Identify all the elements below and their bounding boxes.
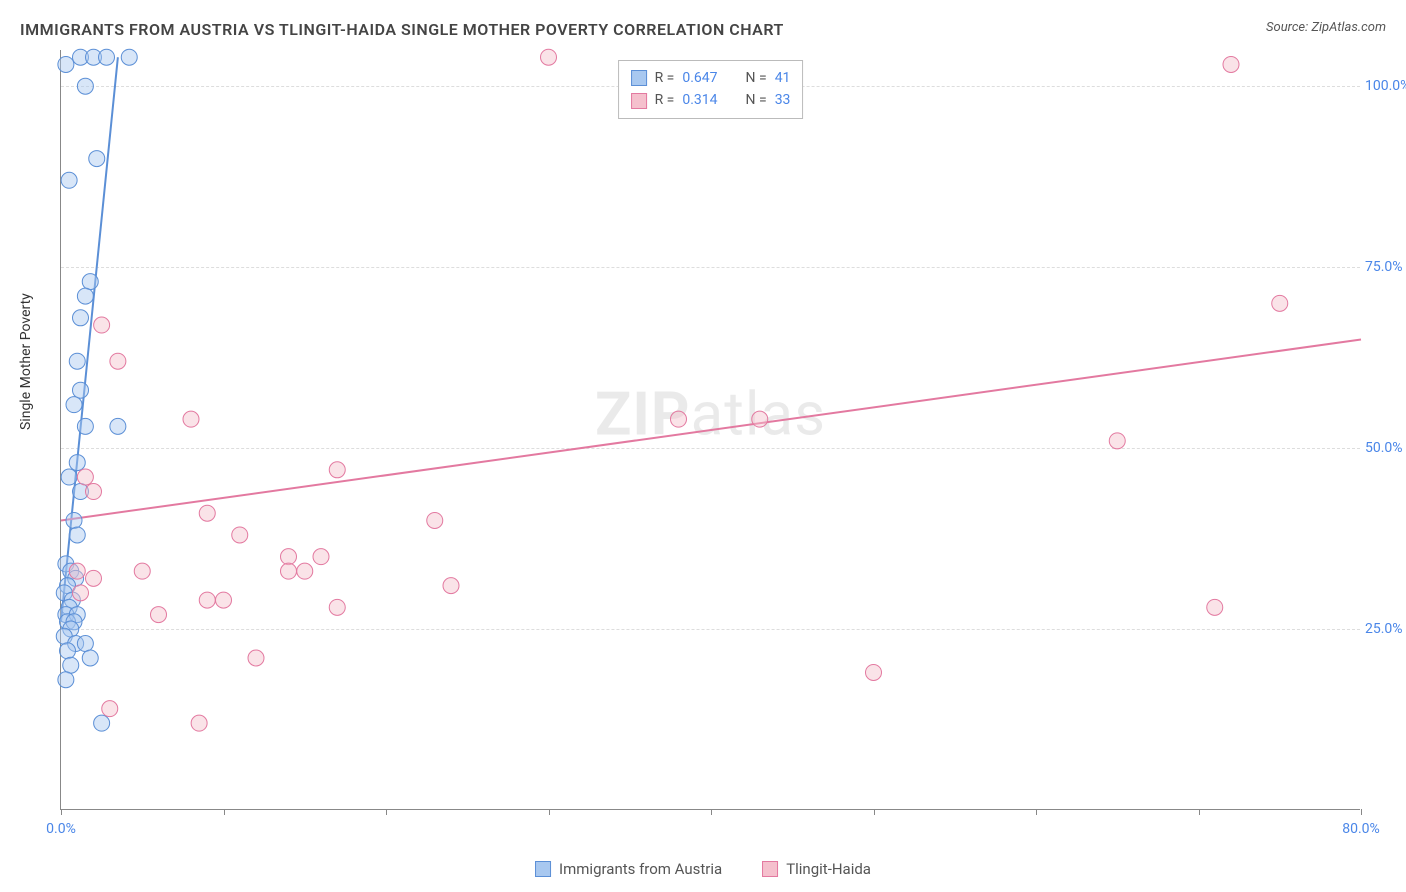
data-point-tlingit [151,607,167,623]
x-tick-mark [711,809,712,815]
y-tick-label: 25.0% [1365,621,1406,637]
x-tick-mark [224,809,225,815]
data-point-austria [69,455,85,471]
data-point-tlingit [134,563,150,579]
trend-line-tlingit [61,340,1361,521]
data-point-austria [61,469,77,485]
data-point-austria [82,274,98,290]
y-axis-label: Single Mother Poverty [18,293,34,430]
data-point-austria [69,527,85,543]
data-point-tlingit [69,563,85,579]
data-point-tlingit [94,317,110,333]
data-point-tlingit [216,592,232,608]
plot-area: ZIPatlas 25.0%50.0%75.0%100.0% 0.0%80.0%… [60,50,1360,810]
data-point-tlingit [183,411,199,427]
data-point-austria [69,353,85,369]
data-point-tlingit [1223,56,1239,72]
x-tick-mark [874,809,875,815]
data-point-tlingit [281,549,297,565]
data-point-tlingit [297,563,313,579]
data-point-tlingit [86,484,102,500]
data-point-austria [61,172,77,188]
y-tick-label: 100.0% [1365,78,1406,94]
x-tick-mark [1036,809,1037,815]
x-tick-mark [1361,809,1362,815]
x-tick-mark [386,809,387,815]
x-tick-mark [549,809,550,815]
x-tick-mark [61,809,62,815]
x-tick-label: 80.0% [1342,821,1380,837]
data-point-austria [66,512,82,528]
x-tick-label: 0.0% [46,821,76,837]
data-point-tlingit [752,411,768,427]
data-point-tlingit [329,599,345,615]
data-point-tlingit [671,411,687,427]
data-point-austria [99,49,115,65]
data-point-tlingit [443,578,459,594]
data-point-tlingit [1109,433,1125,449]
data-point-tlingit [1272,295,1288,311]
legend-item: Tlingit-Haida [762,860,871,878]
legend-label: Tlingit-Haida [786,860,871,878]
legend-swatch-icon [535,861,551,877]
data-point-austria [77,636,93,652]
data-point-tlingit [329,462,345,478]
data-point-austria [77,78,93,94]
data-point-austria [66,397,82,413]
data-point-tlingit [248,650,264,666]
data-point-austria [77,418,93,434]
legend-label: Immigrants from Austria [559,860,722,878]
data-point-tlingit [199,592,215,608]
data-point-austria [58,672,74,688]
data-point-tlingit [313,549,329,565]
chart-title: IMMIGRANTS FROM AUSTRIA VS TLINGIT-HAIDA… [20,20,784,39]
source-label: Source: [1266,20,1308,35]
legend-swatch-icon [762,861,778,877]
data-point-tlingit [86,570,102,586]
data-point-austria [82,650,98,666]
data-point-austria [110,418,126,434]
data-point-tlingit [866,664,882,680]
data-point-tlingit [427,512,443,528]
data-point-tlingit [77,469,93,485]
data-point-tlingit [199,505,215,521]
y-tick-label: 50.0% [1365,440,1406,456]
data-point-austria [63,657,79,673]
data-point-tlingit [541,49,557,65]
data-point-austria [121,49,137,65]
scatter-svg [61,50,1360,809]
data-point-austria [58,56,74,72]
data-point-tlingit [191,715,207,731]
data-point-tlingit [281,563,297,579]
data-point-austria [77,288,93,304]
data-point-austria [73,310,89,326]
data-point-austria [94,715,110,731]
legend-item: Immigrants from Austria [535,860,722,878]
source-attribution: Source: ZipAtlas.com [1266,20,1386,35]
data-point-austria [89,151,105,167]
data-point-tlingit [73,585,89,601]
x-tick-mark [1199,809,1200,815]
data-point-tlingit [110,353,126,369]
data-point-austria [73,382,89,398]
data-point-tlingit [232,527,248,543]
data-point-tlingit [102,701,118,717]
source-value: ZipAtlas.com [1311,20,1386,35]
data-point-austria [60,643,76,659]
series-legend: Immigrants from Austria Tlingit-Haida [535,860,871,878]
data-point-tlingit [1207,599,1223,615]
y-tick-label: 75.0% [1365,259,1406,275]
